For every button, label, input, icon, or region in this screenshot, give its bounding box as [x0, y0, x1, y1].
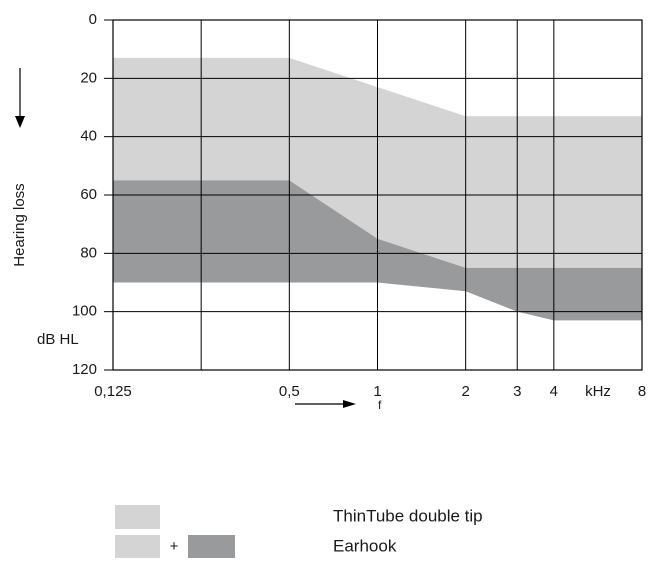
x-tick-label: 3: [513, 383, 521, 400]
legend-label: Earhook: [333, 536, 397, 555]
y-tick-label: 80: [80, 244, 97, 261]
y-tick-label: 60: [80, 186, 97, 203]
x-tick-label: 2: [461, 383, 469, 400]
x-tick-label: 4: [550, 383, 558, 400]
y-tick-label: 20: [80, 69, 97, 86]
y-axis-label: Hearing loss: [11, 183, 28, 266]
x-tick-label: 0,125: [94, 383, 132, 400]
y-tick-label: 40: [80, 128, 97, 145]
x-axis-label: f: [378, 398, 382, 412]
legend-swatch: [115, 535, 160, 559]
legend-swatch: [115, 505, 160, 529]
legend-swatch: [188, 535, 235, 559]
legend-plus: +: [170, 538, 179, 555]
x-tick-label: 1: [373, 383, 381, 400]
legend-label: ThinTube double tip: [333, 506, 483, 525]
x-arrow-head: [343, 400, 356, 408]
y-tick-label: 120: [72, 361, 97, 378]
x-tick-label: 0,5: [279, 383, 300, 400]
x-tick-label: 8: [638, 383, 646, 400]
plot-frame: [112, 19, 643, 371]
x-unit: kHz: [585, 383, 611, 400]
y-tick-label: 100: [72, 303, 97, 320]
y-tick-label: 0: [89, 11, 97, 28]
y-unit: dB HL: [37, 331, 79, 348]
y-arrow-head: [15, 116, 25, 128]
